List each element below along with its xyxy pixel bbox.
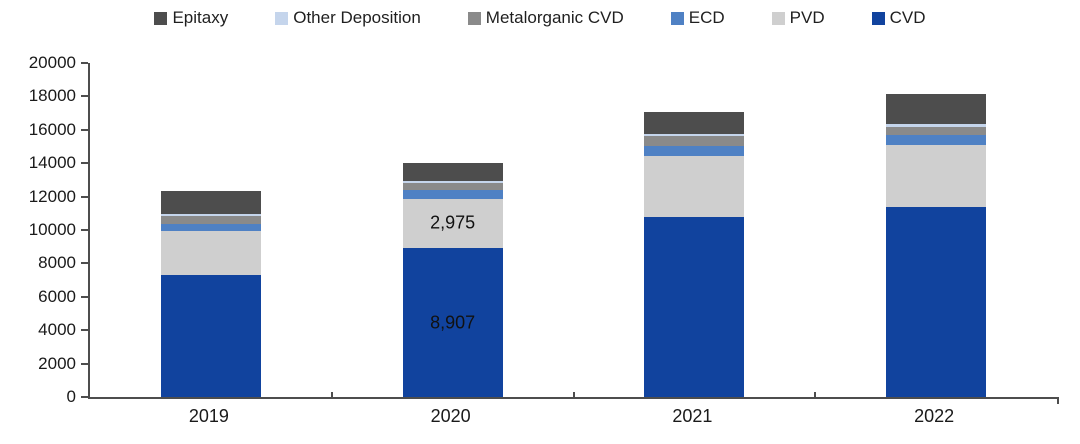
x-axis-end-tick xyxy=(1057,397,1059,404)
legend: Epitaxy Other Deposition Metalorganic CV… xyxy=(0,8,1080,28)
y-axis-tick xyxy=(81,128,88,131)
bar-segment-epitaxy-2019 xyxy=(160,191,261,214)
legend-swatch-epitaxy xyxy=(154,11,168,25)
y-axis-tick xyxy=(81,262,88,265)
stacked-bar-2022 xyxy=(886,94,987,397)
y-axis-label: 20000 xyxy=(28,53,76,72)
y-axis-tick xyxy=(81,396,88,398)
legend-swatch-ecd xyxy=(670,11,684,25)
bar-segment-cvd-2020: 8,907 xyxy=(402,248,503,397)
y-axis-tick xyxy=(81,62,88,64)
bar-segment-metalorganic-cvd-2020 xyxy=(402,182,503,191)
bar-segment-pvd-2020: 2,975 xyxy=(402,198,503,249)
bar-segment-metalorganic-cvd-2022 xyxy=(886,127,987,135)
y-axis-label: 12000 xyxy=(28,186,76,206)
legend-label-metalorganic-cvd: Metalorganic CVD xyxy=(485,8,624,27)
x-axis-label-2019: 2019 xyxy=(188,406,229,426)
bar-segment-cvd-2022 xyxy=(886,206,987,397)
bar-segment-cvd-2019 xyxy=(160,275,261,397)
plot-area: 0 2000 4000 6000 8000 10000 12000 14000 16000 180… xyxy=(29,53,1059,406)
bar-segment-other-deposition-2020 xyxy=(402,180,503,183)
legend-label-ecd: ECD xyxy=(688,8,725,27)
x-axis-label-2022: 2022 xyxy=(914,406,955,426)
bar-segment-metalorganic-cvd-2019 xyxy=(160,215,261,224)
legend-item-ecd: ECD xyxy=(670,8,725,28)
bar-segment-other-deposition-2019 xyxy=(160,213,261,216)
legend-label-epitaxy: Epitaxy xyxy=(172,8,229,27)
category-slot-2022 xyxy=(815,63,1057,397)
x-axis-label-2021: 2021 xyxy=(672,406,713,426)
x-axis-boundary-tick xyxy=(814,392,817,397)
stacked-bar-2020: 8,907 2,975 xyxy=(402,162,503,397)
legend-swatch-pvd xyxy=(771,11,785,25)
y-axis-label: 2000 xyxy=(38,353,76,373)
y-axis-label: 8000 xyxy=(38,253,76,273)
bar-segment-cvd-2021 xyxy=(644,217,745,397)
bar-segment-ecd-2019 xyxy=(160,223,261,232)
y-axis-tick xyxy=(81,162,88,165)
data-label-cvd-2020: 8,907 xyxy=(430,312,476,333)
bar-segment-ecd-2020 xyxy=(402,190,503,199)
y-axis-label: 10000 xyxy=(28,220,76,239)
y-axis-label: 18000 xyxy=(28,86,76,106)
category-slot-2021 xyxy=(574,63,816,397)
bar-segment-pvd-2022 xyxy=(886,144,987,207)
y-axis-tick xyxy=(81,229,88,231)
y-axis-tick xyxy=(81,362,88,365)
y-axis-tick xyxy=(81,295,88,298)
legend-label-pvd: PVD xyxy=(789,8,825,27)
y-axis-tick xyxy=(81,95,88,98)
bar-segment-pvd-2019 xyxy=(160,231,261,276)
stacked-bar-2021 xyxy=(644,111,745,397)
legend-item-cvd: CVD xyxy=(871,8,926,28)
stacked-bar-2019 xyxy=(160,191,261,397)
bar-segment-other-deposition-2022 xyxy=(886,124,987,127)
y-axis-tick xyxy=(81,329,88,332)
bar-segment-epitaxy-2021 xyxy=(644,111,745,134)
x-axis-boundary-tick xyxy=(572,392,575,397)
bar-segment-epitaxy-2020 xyxy=(402,162,503,181)
legend-item-pvd: PVD xyxy=(771,8,825,28)
legend-item-metalorganic-cvd: Metalorganic CVD xyxy=(467,8,624,28)
category-slot-2019 xyxy=(90,63,332,397)
y-axis-label: 6000 xyxy=(38,286,76,306)
y-axis-label: 4000 xyxy=(38,320,76,340)
bar-segment-metalorganic-cvd-2021 xyxy=(644,135,745,146)
legend-swatch-other-deposition xyxy=(275,11,289,25)
x-axis-boundary-tick xyxy=(330,392,333,397)
legend-label-cvd: CVD xyxy=(889,8,926,27)
bar-segment-pvd-2021 xyxy=(644,155,745,218)
legend-swatch-cvd xyxy=(871,11,885,25)
legend-item-epitaxy: Epitaxy xyxy=(154,8,228,28)
bar-segment-other-deposition-2021 xyxy=(644,133,745,136)
legend-label-other-deposition: Other Deposition xyxy=(293,8,421,27)
y-axis-label: 16000 xyxy=(28,119,76,139)
legend-swatch-metalorganic-cvd xyxy=(467,11,481,25)
y-axis-label: 14000 xyxy=(28,153,76,173)
bar-segment-ecd-2021 xyxy=(644,145,745,156)
y-axis-label: 0 xyxy=(66,387,76,406)
category-slot-2020: 8,907 2,975 xyxy=(332,63,574,397)
x-axis-label-2020: 2020 xyxy=(430,406,471,426)
bar-segment-ecd-2022 xyxy=(886,134,987,145)
y-axis-tick xyxy=(81,195,88,198)
legend-item-other-deposition: Other Deposition xyxy=(275,8,421,28)
bar-segment-epitaxy-2022 xyxy=(886,94,987,125)
data-label-pvd-2020: 2,975 xyxy=(430,212,476,233)
